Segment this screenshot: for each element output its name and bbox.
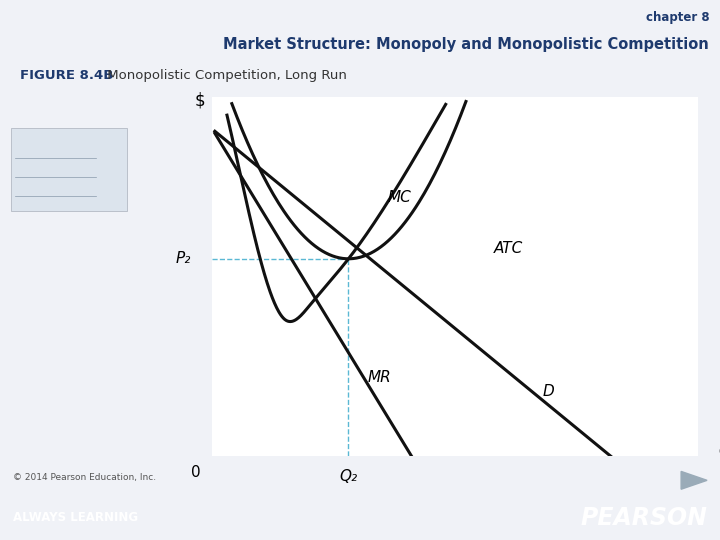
Text: MC: MC [387,190,411,205]
Text: FIGURE 8.4B: FIGURE 8.4B [20,69,114,82]
Text: 0: 0 [191,465,200,480]
Text: ATC: ATC [494,240,523,255]
Text: © 2014 Pearson Education, Inc.: © 2014 Pearson Education, Inc. [13,473,156,482]
Polygon shape [681,471,707,489]
Text: Market Structure: Monopoly and Monopolistic Competition: Market Structure: Monopoly and Monopolis… [223,37,709,52]
Text: chapter 8: chapter 8 [646,11,709,24]
Text: Monopolistic Competition, Long Run: Monopolistic Competition, Long Run [103,69,347,82]
Text: ALWAYS LEARNING: ALWAYS LEARNING [13,511,138,524]
Text: P₂: P₂ [176,251,191,266]
Text: D: D [543,384,554,399]
Text: PEARSON: PEARSON [580,505,707,530]
Text: Q₂: Q₂ [339,469,358,483]
Text: MR: MR [368,370,392,385]
Text: $: $ [195,92,206,110]
Text: Q: Q [719,442,720,460]
